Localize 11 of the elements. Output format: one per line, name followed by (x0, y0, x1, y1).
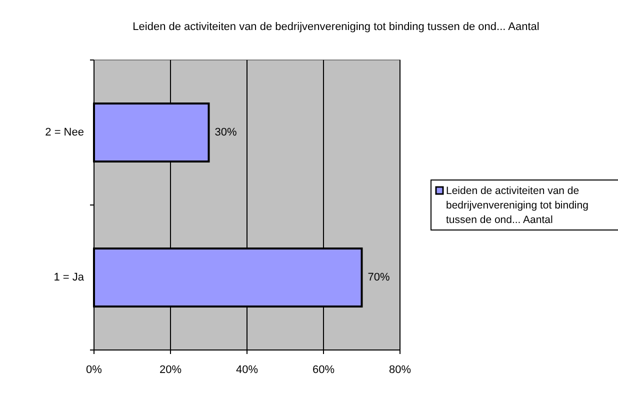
data-label: 70% (368, 271, 390, 284)
data-label: 30% (214, 126, 237, 138)
x-tick-label: 80% (388, 364, 412, 376)
legend-label: Leiden de activiteiten van de bedrijvenvereniging tot binding tussen de ond... Aantal (446, 185, 589, 226)
x-tick-label: 20% (159, 364, 182, 376)
x-tick-label: 0% (86, 364, 102, 376)
y-tick-label: 1 = Ja (54, 271, 85, 284)
y-tick-label: 2 = Nee (45, 126, 84, 138)
x-tick-label: 40% (236, 364, 258, 376)
x-tick-label: 60% (312, 364, 335, 376)
chart-title: Leiden de activiteiten van de bedrijvenvereniging tot binding tussen de ond... Aantal (132, 21, 540, 33)
